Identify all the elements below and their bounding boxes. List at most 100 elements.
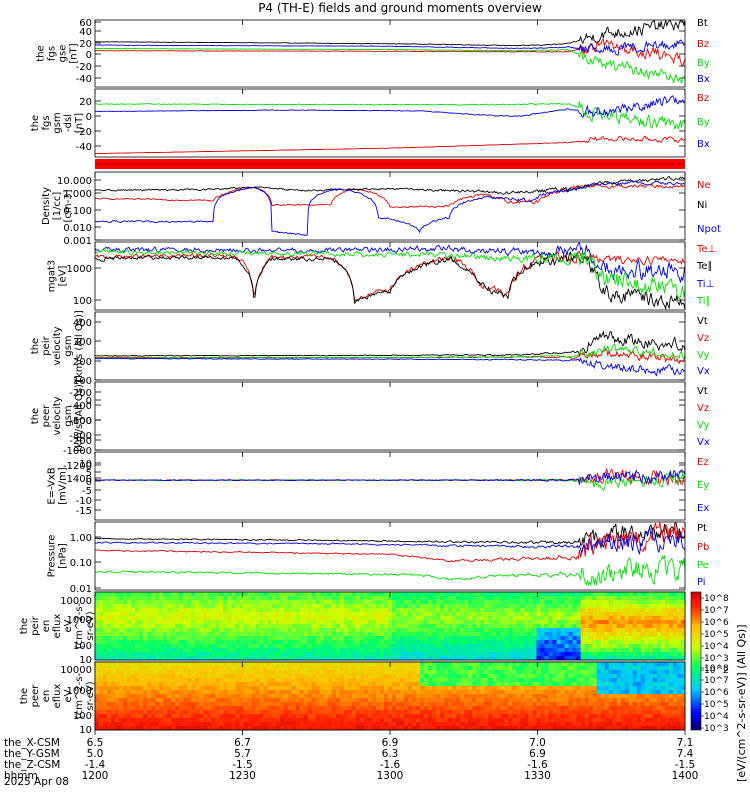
cell [660, 612, 666, 617]
cell [392, 702, 397, 707]
cell [648, 656, 654, 660]
cell [416, 706, 421, 711]
cell [311, 682, 317, 687]
cell [127, 604, 132, 609]
cell [323, 670, 329, 675]
cell [187, 612, 192, 617]
cell [323, 636, 329, 641]
cell [211, 640, 216, 645]
cell [367, 694, 373, 699]
cell [508, 674, 514, 679]
cell [267, 592, 273, 597]
cell [267, 644, 273, 649]
cell [416, 636, 421, 641]
cell [616, 698, 622, 703]
cell [424, 636, 429, 641]
cell [131, 682, 136, 687]
cell [428, 612, 433, 617]
cell [375, 648, 381, 653]
cell [331, 706, 337, 711]
cell [387, 690, 393, 695]
cell [592, 702, 598, 707]
cell [440, 662, 445, 667]
cell [408, 620, 413, 625]
cell [676, 640, 682, 645]
cell [624, 686, 630, 691]
cell [207, 710, 212, 715]
cell [107, 620, 112, 625]
cell [624, 592, 630, 597]
cell [371, 648, 377, 653]
cell [616, 592, 622, 597]
cell [179, 722, 184, 727]
cell [239, 682, 245, 687]
cell [552, 624, 558, 629]
cell [175, 710, 180, 715]
cell [604, 718, 610, 723]
cell [279, 604, 285, 609]
cell [468, 612, 473, 617]
cell [167, 616, 172, 621]
cell [371, 600, 377, 605]
cell [548, 592, 554, 597]
cell [139, 714, 144, 719]
cell [676, 604, 682, 609]
cell [524, 718, 530, 723]
cell [99, 718, 104, 723]
cell [319, 714, 325, 719]
cell [179, 674, 184, 679]
cell [624, 674, 630, 679]
cell [664, 608, 670, 613]
cell [215, 662, 221, 667]
cell [203, 644, 208, 649]
ytick-label: 0.10 [70, 558, 92, 569]
cell [572, 690, 578, 695]
cell [656, 592, 662, 597]
cell [496, 612, 501, 617]
cell [339, 718, 345, 723]
cell [560, 706, 566, 711]
cell [660, 628, 666, 633]
cell [624, 624, 630, 629]
cell [295, 620, 301, 625]
cell [496, 662, 501, 667]
cell [396, 600, 401, 605]
cell [343, 726, 349, 730]
cell [343, 616, 349, 621]
cell [612, 628, 618, 633]
cell [371, 694, 377, 699]
cell [299, 636, 305, 641]
cell [283, 666, 289, 671]
cell [456, 706, 461, 711]
ytick-label: 20 [79, 97, 92, 108]
cell [123, 722, 128, 727]
cell [480, 726, 485, 730]
cell [408, 666, 413, 671]
cell [560, 624, 566, 629]
cell [536, 608, 542, 613]
cell [207, 620, 212, 625]
cell [227, 612, 233, 617]
cell [548, 690, 554, 695]
cell [355, 636, 361, 641]
cell [343, 718, 349, 723]
cell [420, 604, 425, 609]
cell [255, 624, 261, 629]
cell [616, 686, 622, 691]
cell [644, 620, 650, 625]
cell [600, 722, 606, 727]
cell [476, 612, 481, 617]
ytick-label: 10.000 [57, 176, 92, 187]
cell [299, 596, 305, 601]
cell [275, 674, 281, 679]
cell [95, 682, 100, 687]
cell [187, 670, 192, 675]
cell [488, 698, 493, 703]
cell [271, 600, 277, 605]
cell [656, 616, 662, 621]
cell [528, 706, 534, 711]
cell [299, 628, 305, 633]
cell [263, 616, 269, 621]
cell [203, 714, 208, 719]
cell [468, 694, 473, 699]
